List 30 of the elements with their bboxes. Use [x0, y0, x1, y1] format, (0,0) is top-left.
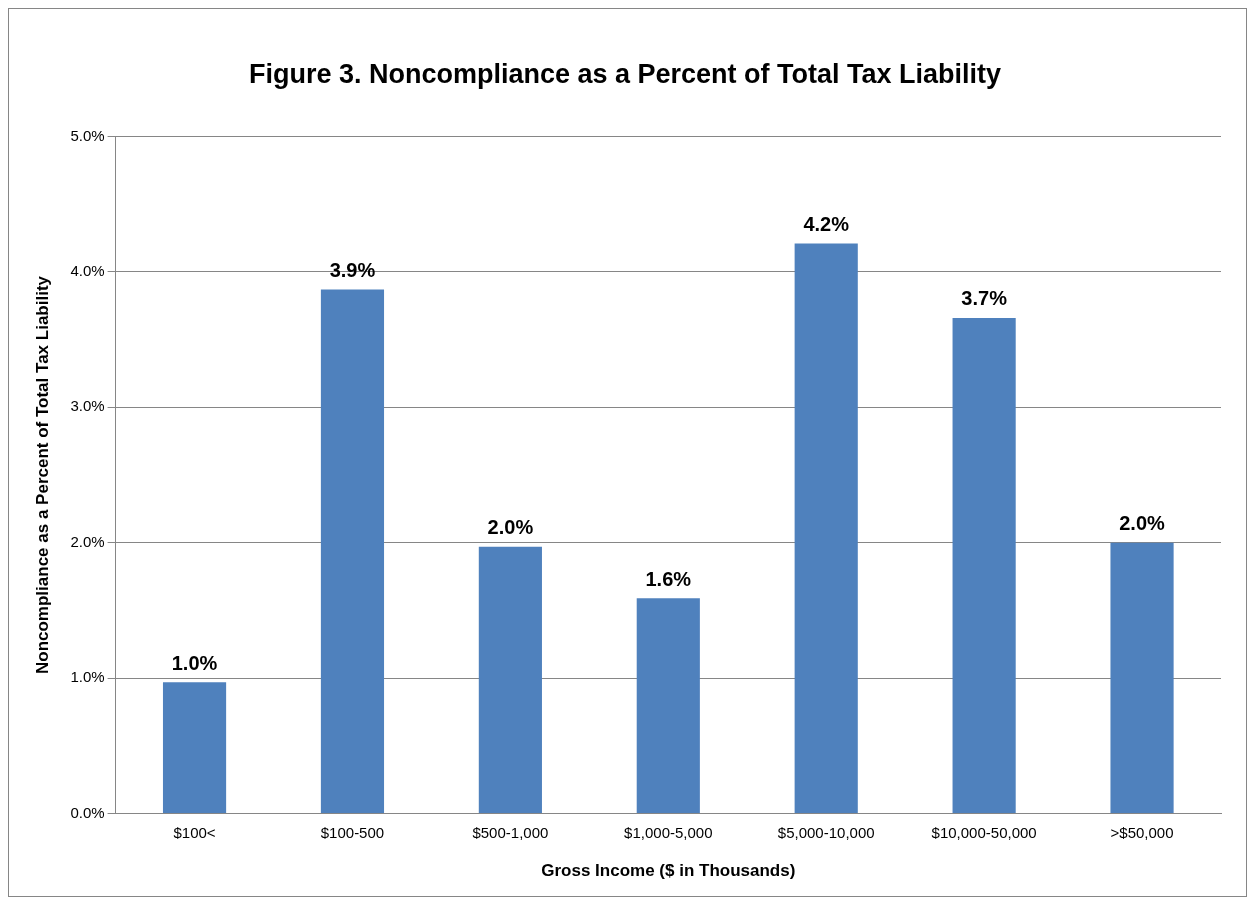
y-axis-title: Noncompliance as a Percent of Total Tax Liability [32, 275, 52, 675]
bar [1110, 542, 1174, 814]
x-tick-label: $5,000-10,000 [777, 823, 875, 841]
bar [478, 546, 542, 814]
x-tick-label: $100-500 [320, 823, 385, 841]
x-tick-label: $10,000-50,000 [931, 823, 1037, 841]
bar [952, 317, 1016, 814]
chart-title: Figure 3. Noncompliance as a Percent of Total Tax Liability [248, 58, 1002, 89]
data-label: 3.7% [961, 287, 1008, 310]
data-label: 4.2% [803, 212, 850, 235]
bar [794, 243, 858, 814]
y-tick-label: 3.0% [70, 397, 105, 415]
data-label: 1.0% [171, 651, 218, 674]
bar [636, 598, 700, 814]
y-tick-label: 2.0% [70, 532, 105, 550]
x-tick-label: $500-1,000 [472, 823, 549, 841]
data-label: 1.6% [645, 567, 692, 590]
data-label: 3.9% [329, 258, 376, 281]
x-axis-title: Gross Income ($ in Thousands) [541, 861, 796, 881]
x-tick-label: $100< [173, 823, 216, 841]
x-tick-label: >$50,000 [1110, 823, 1174, 841]
y-tick-label: 4.0% [70, 261, 105, 279]
data-label: 2.0% [487, 516, 534, 539]
y-tick-label: 0.0% [70, 803, 105, 821]
x-tick-label: $1,000-5,000 [624, 823, 713, 841]
bar [162, 682, 227, 814]
y-tick-label: 5.0% [70, 126, 105, 144]
y-tick-label: 1.0% [70, 668, 105, 686]
data-label: 2.0% [1119, 512, 1166, 535]
bar [320, 289, 385, 814]
